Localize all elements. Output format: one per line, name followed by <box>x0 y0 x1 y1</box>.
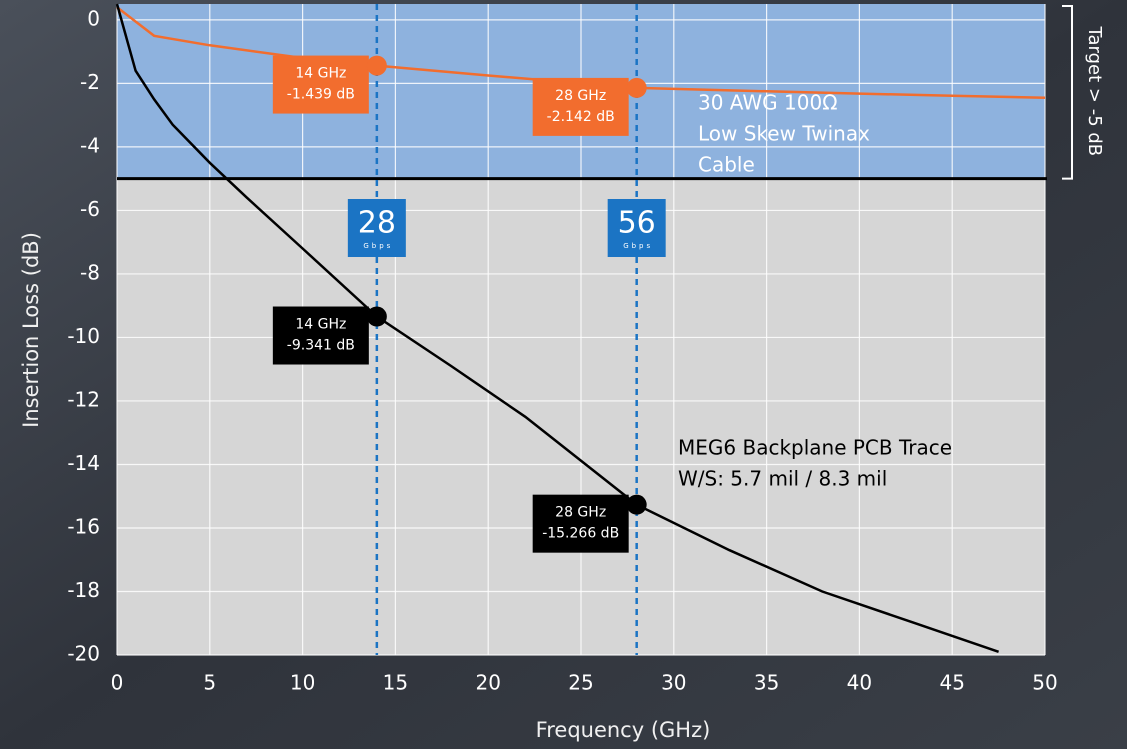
x-tick-label: 0 <box>111 671 124 695</box>
y-tick-label: -12 <box>67 387 100 411</box>
annotation-box <box>273 307 369 365</box>
x-tick-label: 20 <box>475 671 500 695</box>
y-tick-label: -10 <box>67 324 100 348</box>
x-tick-label: 25 <box>568 671 593 695</box>
annotation-text: 28 GHz <box>555 505 606 521</box>
series-label: Low Skew Twinax <box>698 122 870 146</box>
series-label: MEG6 Backplane PCB Trace <box>678 436 952 460</box>
series-label: W/S: 5.7 mil / 8.3 mil <box>678 467 887 491</box>
y-tick-label: -20 <box>67 642 100 666</box>
annotation-box <box>533 78 629 136</box>
page: {"chart_data": { "type": "line", "xlabel… <box>0 0 1127 749</box>
y-tick-label: 0 <box>87 6 100 30</box>
y-axis-title: Insertion Loss (dB) <box>19 232 43 428</box>
annotation-box <box>273 56 369 114</box>
annotation-text: 14 GHz <box>295 317 346 333</box>
y-tick-label: -16 <box>67 514 100 538</box>
annotation-text: -15.266 dB <box>542 526 619 542</box>
data-point <box>627 495 647 515</box>
x-tick-label: 5 <box>203 671 216 695</box>
series-label: Cable <box>698 153 755 177</box>
data-point <box>367 56 387 76</box>
annotation-text: -9.341 dB <box>287 338 355 354</box>
annotation-text: -1.439 dB <box>287 87 355 103</box>
y-tick-label: -4 <box>80 133 100 157</box>
y-tick-label: -2 <box>80 70 100 94</box>
y-tick-label: -8 <box>80 260 100 284</box>
badge-unit: Gbps <box>363 242 393 250</box>
data-point <box>367 307 387 327</box>
x-tick-label: 50 <box>1032 671 1057 695</box>
annotation-text: 28 GHz <box>555 88 606 104</box>
y-tick-label: -6 <box>80 197 100 221</box>
badge-number: 56 <box>618 206 656 241</box>
x-tick-label: 40 <box>847 671 872 695</box>
badge-number: 28 <box>358 206 396 241</box>
chart: 0 5 10 15 20 25 30 35 40 45 50 0 -2 -4 -6 -8 -10 -12 -14 -1… <box>0 0 1127 749</box>
series-label: 30 AWG 100Ω <box>698 91 837 115</box>
x-tick-label: 15 <box>383 671 408 695</box>
annotation-text: -2.142 dB <box>547 109 615 125</box>
y-tick-label: -18 <box>67 578 100 602</box>
plot-area: 0 5 10 15 20 25 30 35 40 45 50 0 -2 -4 -6 -8 -10 -12 -14 -1… <box>67 4 1105 695</box>
x-tick-label: 30 <box>661 671 686 695</box>
target-label: Target > -5 dB <box>1084 26 1105 157</box>
x-tick-label: 10 <box>290 671 315 695</box>
annotation-text: 14 GHz <box>295 66 346 82</box>
x-tick-label: 35 <box>754 671 779 695</box>
y-tick-label: -14 <box>67 451 100 475</box>
x-axis-title: Frequency (GHz) <box>536 718 711 742</box>
x-tick-label: 45 <box>939 671 964 695</box>
data-point <box>627 78 647 98</box>
annotation-box <box>533 495 629 553</box>
badge-unit: Gbps <box>623 242 653 250</box>
